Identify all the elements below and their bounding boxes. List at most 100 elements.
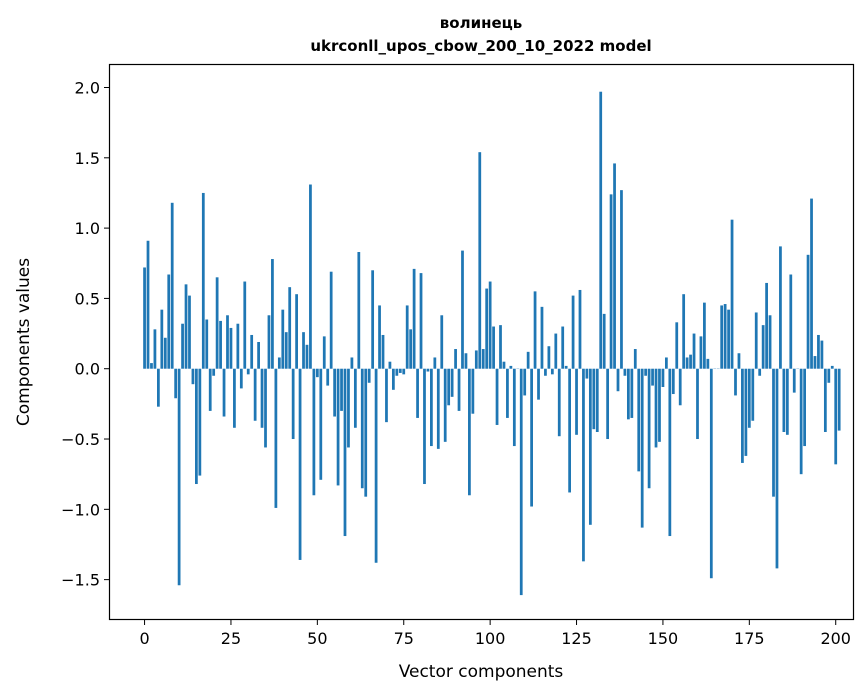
bar-175 bbox=[747, 368, 751, 428]
bar-49 bbox=[312, 368, 316, 496]
bar-9 bbox=[174, 368, 178, 399]
bar-127 bbox=[582, 368, 585, 562]
bar-102 bbox=[495, 368, 499, 425]
bar-200 bbox=[834, 368, 838, 465]
bar-155 bbox=[678, 368, 682, 406]
bar-47 bbox=[305, 344, 309, 369]
y-tick-label: 0.0 bbox=[75, 360, 100, 379]
bar-171 bbox=[734, 368, 737, 396]
bar-46 bbox=[302, 332, 305, 369]
bar-53 bbox=[326, 368, 330, 386]
bar-140 bbox=[626, 368, 630, 420]
bar-84 bbox=[433, 357, 437, 369]
bar-95 bbox=[471, 368, 475, 414]
bar-16 bbox=[198, 368, 202, 476]
bar-60 bbox=[350, 357, 354, 369]
bar-148 bbox=[654, 368, 658, 448]
bar-184 bbox=[779, 246, 782, 369]
bar-190 bbox=[799, 368, 803, 475]
bar-42 bbox=[288, 287, 292, 369]
bar-28 bbox=[239, 368, 243, 389]
bar-8 bbox=[170, 202, 174, 369]
bar-96 bbox=[474, 350, 478, 369]
bar-19 bbox=[208, 368, 212, 411]
bar-176 bbox=[751, 368, 755, 421]
y-tick-label: 0.5 bbox=[75, 289, 100, 308]
bar-141 bbox=[630, 368, 634, 418]
bar-174 bbox=[744, 368, 748, 456]
bar-149 bbox=[658, 368, 661, 442]
bar-97 bbox=[478, 152, 482, 369]
bar-196 bbox=[820, 340, 824, 369]
bar-72 bbox=[391, 368, 395, 390]
x-tick-label: 100 bbox=[475, 629, 506, 648]
bar-180 bbox=[765, 282, 768, 369]
bar-164 bbox=[709, 368, 713, 579]
y-axis-label: Components values bbox=[14, 258, 34, 426]
bar-20 bbox=[212, 368, 216, 376]
bar-70 bbox=[385, 368, 388, 423]
bar-78 bbox=[412, 268, 416, 369]
bar-167 bbox=[720, 305, 724, 369]
bar-125 bbox=[575, 368, 578, 435]
bar-33 bbox=[257, 342, 260, 369]
bar-104 bbox=[502, 361, 506, 369]
bar-182 bbox=[772, 368, 775, 497]
bar-0 bbox=[143, 267, 146, 369]
bar-133 bbox=[602, 313, 606, 369]
bar-122 bbox=[564, 365, 568, 369]
bar-7 bbox=[167, 274, 171, 369]
bar-131 bbox=[595, 368, 599, 432]
bar-172 bbox=[737, 353, 741, 369]
bar-17 bbox=[201, 192, 205, 369]
x-axis-label: Vector components bbox=[399, 662, 564, 682]
bar-59 bbox=[347, 368, 350, 448]
bar-54 bbox=[329, 271, 333, 369]
bar-44 bbox=[295, 294, 298, 369]
bar-187 bbox=[789, 274, 793, 369]
bar-183 bbox=[775, 368, 779, 569]
bar-139 bbox=[623, 368, 627, 376]
bar-177 bbox=[754, 312, 758, 369]
y-tick-label: 2.0 bbox=[75, 78, 100, 97]
bar-112 bbox=[530, 368, 533, 507]
bar-65 bbox=[367, 368, 371, 383]
bar-117 bbox=[547, 346, 551, 369]
bar-195 bbox=[817, 334, 820, 369]
bar-73 bbox=[395, 368, 399, 376]
x-axis-ticks: 0 25 50 75 100 125 150 175 200 bbox=[139, 619, 851, 648]
bar-191 bbox=[803, 368, 806, 447]
bar-39 bbox=[277, 357, 281, 369]
bar-62 bbox=[357, 252, 361, 369]
bar-64 bbox=[364, 368, 368, 497]
bar-88 bbox=[447, 368, 451, 406]
bar-2 bbox=[150, 363, 153, 369]
bar-63 bbox=[360, 368, 364, 489]
bar-145 bbox=[644, 368, 648, 376]
x-tick-label: 125 bbox=[561, 629, 592, 648]
bar-192 bbox=[806, 254, 810, 369]
bar-29 bbox=[243, 281, 247, 369]
bar-35 bbox=[264, 368, 267, 448]
bar-30 bbox=[246, 368, 250, 375]
x-tick-label: 200 bbox=[820, 629, 851, 648]
bar-21 bbox=[215, 277, 219, 369]
bar-85 bbox=[436, 368, 440, 449]
bar-55 bbox=[333, 368, 337, 417]
bar-134 bbox=[606, 368, 610, 440]
plot-frame bbox=[108, 63, 855, 621]
x-tick-label: 175 bbox=[734, 629, 765, 648]
bar-162 bbox=[703, 302, 706, 369]
bar-99 bbox=[485, 288, 489, 369]
bar-98 bbox=[481, 349, 485, 369]
y-tick-label: −1.5 bbox=[61, 571, 100, 590]
bar-179 bbox=[761, 325, 765, 369]
bar-128 bbox=[585, 368, 589, 379]
bar-43 bbox=[291, 368, 295, 440]
bar-118 bbox=[550, 368, 554, 375]
x-tick-label: 75 bbox=[394, 629, 414, 648]
y-tick-label: 1.0 bbox=[75, 219, 100, 238]
bar-52 bbox=[322, 336, 326, 369]
bar-15 bbox=[195, 368, 198, 485]
